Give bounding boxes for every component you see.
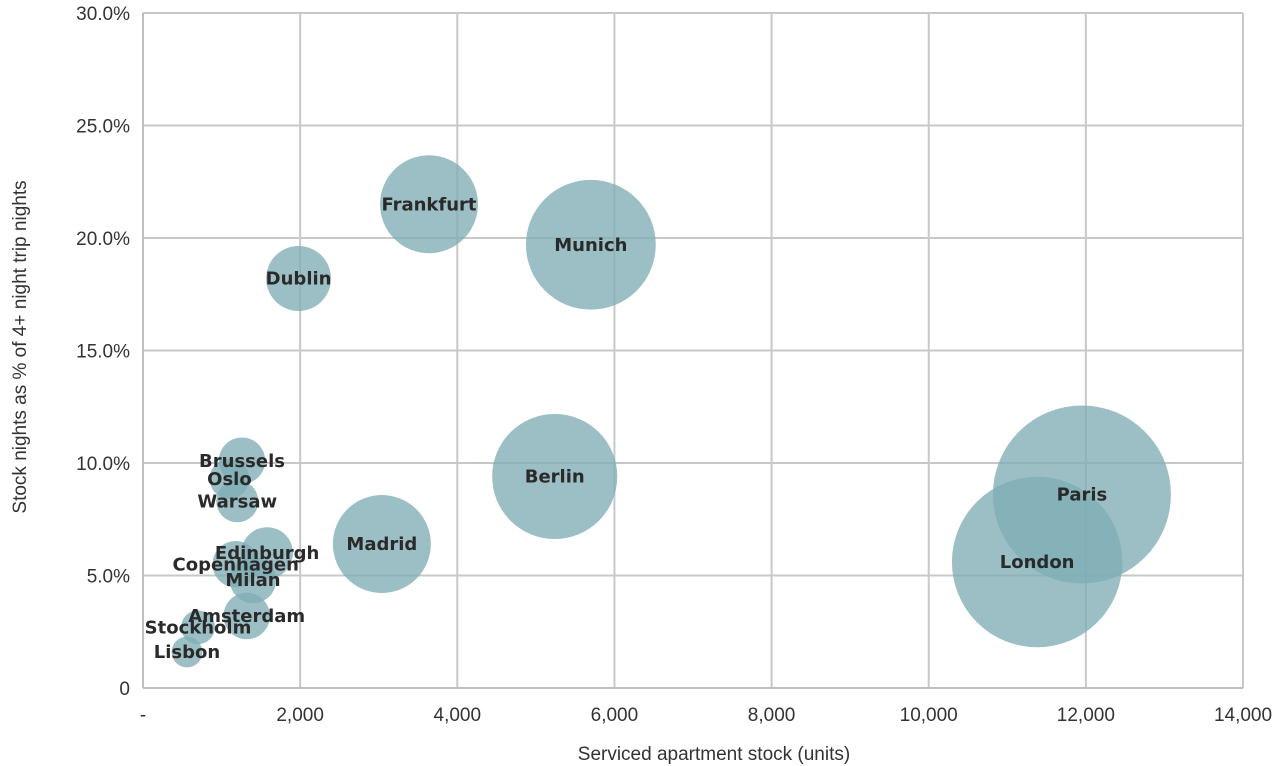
- y-tick-label: 15.0%: [76, 342, 130, 363]
- bubbles: [171, 155, 1171, 668]
- bubble-label-munich: Munich: [554, 235, 627, 256]
- bubble-label-warsaw: Warsaw: [197, 491, 277, 512]
- bubble-oslo: [209, 458, 250, 499]
- bubble-label-copenhagen: Copenhagen: [173, 554, 299, 575]
- x-tick-label: 8,000: [748, 705, 796, 726]
- x-tick-label: 12,000: [1057, 705, 1115, 726]
- bubble-milan: [229, 556, 277, 604]
- bubble-label-frankfurt: Frankfurt: [381, 194, 476, 215]
- x-tick-label: 10,000: [900, 705, 958, 726]
- x-tick-label: 6,000: [591, 705, 639, 726]
- bubble-label-oslo: Oslo: [207, 469, 252, 490]
- bubble-label-amsterdam: Amsterdam: [188, 606, 305, 627]
- y-tick-label: 30.0%: [76, 4, 130, 25]
- bubble-lisbon: [171, 636, 203, 668]
- bubble-label-paris: Paris: [1057, 485, 1108, 506]
- bubble-munich: [525, 179, 656, 310]
- bubble-stockholm: [181, 610, 215, 645]
- y-tick-label: 20.0%: [76, 229, 130, 250]
- bubble-labels: Paris London Munich Berlin Frankfurt Madrid Du…: [145, 194, 1108, 663]
- y-axis-title: Stock nights as % of 4+ night trip night…: [10, 180, 31, 513]
- y-tick-label: 25.0%: [76, 117, 130, 138]
- grid: [142, 12, 1244, 689]
- x-tick-label: 14,000: [1214, 705, 1272, 726]
- bubble-london: [951, 476, 1123, 648]
- bubble-frankfurt: [380, 155, 478, 254]
- bubble-berlin: [492, 413, 618, 540]
- bubble-label-milan: Milan: [225, 570, 280, 591]
- bubble-label-london: London: [1000, 552, 1075, 573]
- y-tick-label: 5.0%: [87, 567, 130, 588]
- x-tick-label: 4,000: [434, 705, 482, 726]
- bubble-label-dublin: Dublin: [266, 269, 332, 290]
- x-tick-label: 2,000: [276, 705, 324, 726]
- bubble-label-lisbon: Lisbon: [154, 642, 220, 663]
- bubble-amsterdam: [223, 592, 270, 640]
- bubble-madrid: [332, 495, 431, 593]
- bubble-label-brussels: Brussels: [199, 451, 285, 472]
- bubble-label-stockholm: Stockholm: [145, 617, 252, 638]
- bubble-dublin: [266, 246, 332, 311]
- bubble-label-madrid: Madrid: [346, 534, 417, 555]
- x-axis-title: Serviced apartment stock (units): [578, 744, 850, 765]
- bubble-label-edinburgh: Edinburgh: [215, 543, 319, 564]
- tick-labels: - 2,000 4,000 6,000 8,000 10,000 12,000 14,000 0…: [76, 4, 1272, 726]
- y-tick-label: 10.0%: [76, 454, 130, 475]
- y-tick-label: 0: [119, 679, 130, 700]
- x-tick-label: -: [140, 705, 146, 726]
- bubble-label-berlin: Berlin: [525, 467, 585, 488]
